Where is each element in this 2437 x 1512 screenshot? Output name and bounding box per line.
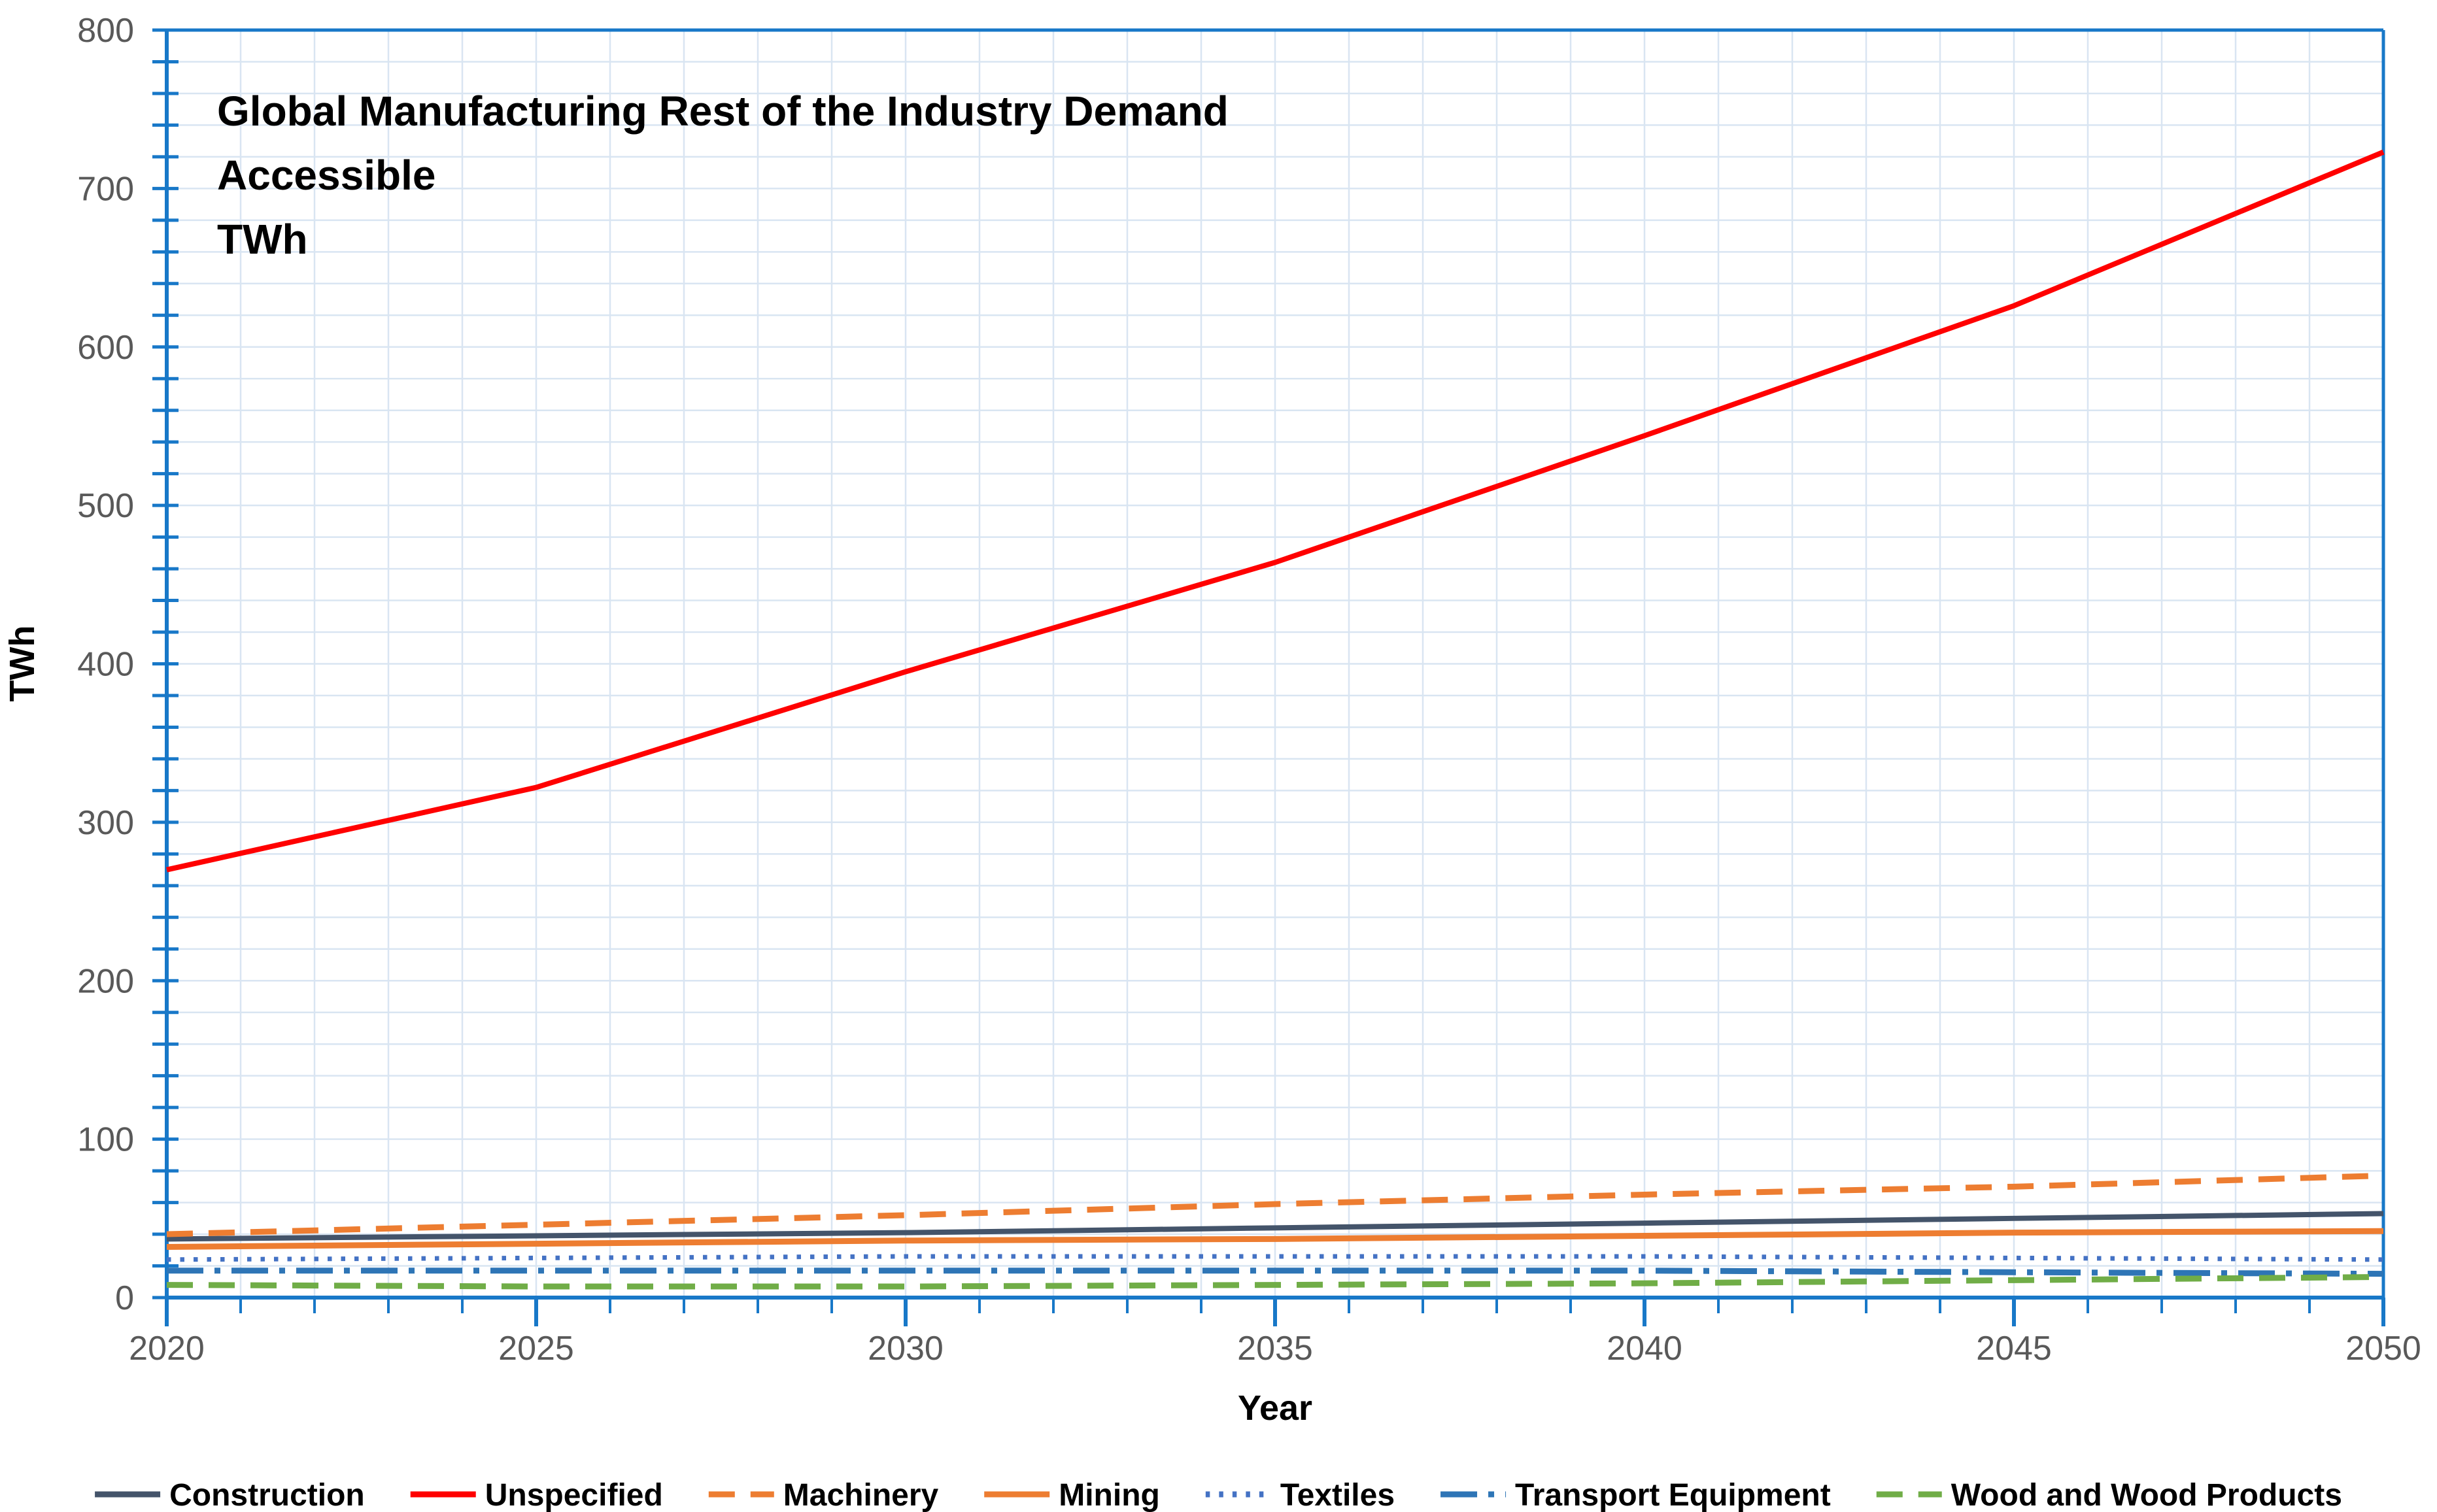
series-line-construction [166,1211,2384,1242]
x-tick-label: 2030 [868,1330,944,1368]
x-tick-label: 2050 [2345,1330,2421,1368]
y-tick-labels: 0 100 200 300 400 500 600 700 800 [77,12,134,1317]
axis-ticks [152,28,2385,1326]
x-tick-label: 2025 [498,1330,574,1368]
x-tick-label: 2020 [129,1330,205,1368]
legend-label: Unspecified [485,1478,663,1512]
y-tick-label: 600 [77,329,134,367]
y-axis-title: TWh [3,626,42,702]
y-tick-label: 300 [77,804,134,842]
y-tick-label: 100 [77,1121,134,1159]
legend-item: Transport Equipment [1440,1478,1831,1512]
series-line-wood-and-wood-products [166,1273,2384,1290]
y-tick-label: 800 [77,12,134,50]
x-tick-label: 2035 [1237,1330,1313,1368]
series-line-unspecified [166,149,2385,873]
legend-item: Textiles [1205,1478,1395,1512]
legend: Construction Unspecified Machinery Mining Te… [95,1478,2342,1512]
legend-label: Mining [1059,1478,1160,1512]
legend-item: Construction [95,1478,365,1512]
legend-item: Unspecified [410,1478,663,1512]
legend-label: Textiles [1280,1478,1395,1512]
series-line-mining [166,1228,2384,1250]
series-line-machinery [166,1172,2384,1237]
legend-item: Wood and Wood Products [1876,1478,2342,1512]
chart-title-line-2: Accessible [217,152,435,199]
chart-title-line-3: TWh [217,216,308,263]
y-tick-label: 400 [77,646,134,684]
x-tick-label: 2045 [1976,1330,2052,1368]
legend-item: Mining [984,1478,1160,1512]
series-line-transport-equipment [167,1268,2384,1277]
y-tick-label: 0 [115,1279,134,1317]
x-axis-title: Year [1238,1388,1312,1428]
legend-label: Transport Equipment [1515,1478,1831,1512]
chart-labels: Global Manufacturing Rest of the Industr… [3,88,1312,1428]
legend-label: Construction [169,1478,365,1512]
series-lines [166,149,2385,1290]
gridlines [167,30,2383,1298]
legend-label: Machinery [783,1478,939,1512]
y-tick-label: 200 [77,962,134,1000]
legend-label: Wood and Wood Products [1951,1478,2342,1512]
legend-item: Machinery [708,1478,939,1512]
chart-title-line-1: Global Manufacturing Rest of the Industr… [217,88,1229,135]
y-tick-label: 500 [77,487,134,525]
x-tick-label: 2040 [1607,1330,1682,1368]
y-tick-label: 700 [77,170,134,208]
x-tick-labels: 2020 2025 2030 2035 2040 2045 2050 [129,1330,2421,1368]
